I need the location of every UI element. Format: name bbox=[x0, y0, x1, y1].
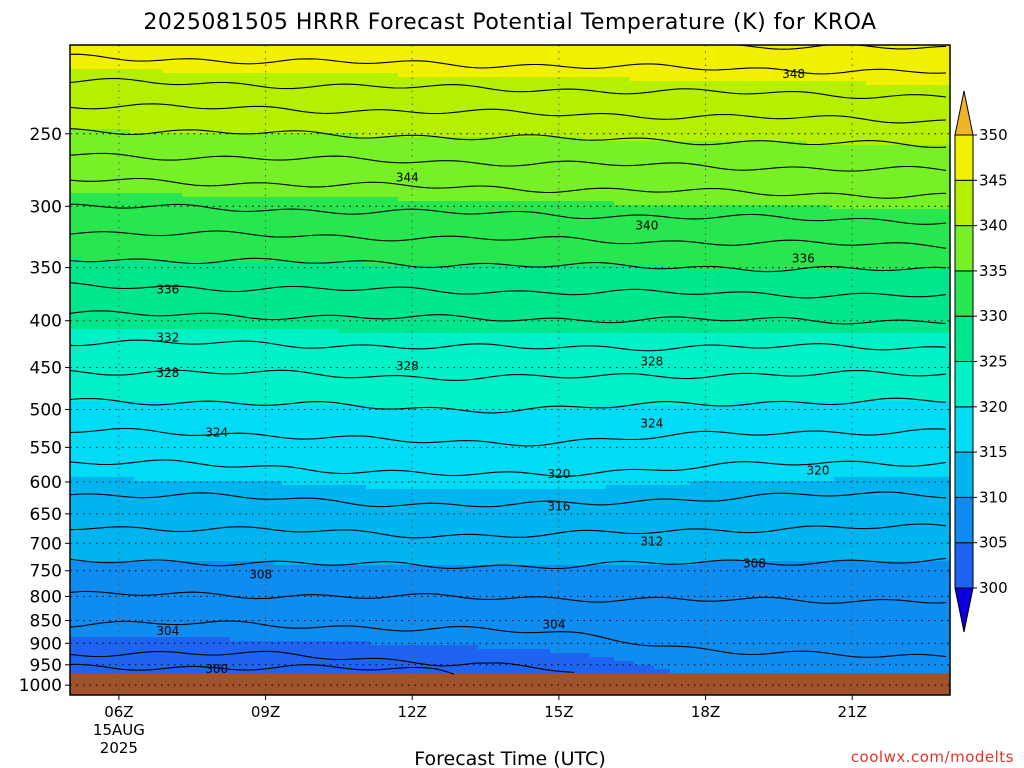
x-tick-label-09Z: 09Z bbox=[251, 703, 280, 721]
contour-label-348: 348 bbox=[782, 67, 805, 81]
y-tick-label-350: 350 bbox=[30, 259, 62, 279]
colorbar-label-310: 310 bbox=[979, 488, 1008, 506]
contour-label-312: 312 bbox=[640, 535, 663, 549]
colorbar-label-350: 350 bbox=[979, 126, 1008, 144]
colorbar-extend-top bbox=[955, 91, 973, 135]
y-axis: 2503003504004505005506006507007508008509… bbox=[19, 125, 70, 696]
contour-label-328: 328 bbox=[396, 359, 419, 373]
colorbar-label-335: 335 bbox=[979, 262, 1008, 280]
y-tick-label-600: 600 bbox=[30, 473, 62, 493]
y-tick-label-900: 900 bbox=[30, 634, 62, 654]
colorbar: 300 305 310 315 320 325 330 335 340 345 350 bbox=[955, 91, 1008, 632]
y-tick-label-650: 650 bbox=[30, 505, 62, 525]
colorbar-label-305: 305 bbox=[979, 534, 1008, 552]
y-tick-label-500: 500 bbox=[30, 400, 62, 420]
colorbar-segment bbox=[955, 452, 973, 497]
contour-label-340: 340 bbox=[635, 219, 658, 233]
colorbar-segment bbox=[955, 226, 973, 271]
y-tick-label-800: 800 bbox=[30, 587, 62, 607]
y-tick-label-550: 550 bbox=[30, 438, 62, 458]
colorbar-segment bbox=[955, 497, 973, 542]
y-tick-label-400: 400 bbox=[30, 312, 62, 332]
colorbar-segment bbox=[955, 180, 973, 225]
contour-label-316: 316 bbox=[547, 499, 570, 513]
contour-label-336: 336 bbox=[792, 251, 815, 265]
colorbar-label-340: 340 bbox=[979, 217, 1008, 235]
chart-title: 2025081505 HRRR Forecast Potential Tempe… bbox=[143, 10, 876, 35]
x-tick-sublabel: 2025 bbox=[100, 739, 138, 757]
y-tick-label-850: 850 bbox=[30, 612, 62, 632]
contour-label-336: 336 bbox=[156, 283, 179, 297]
colorbar-label-315: 315 bbox=[979, 443, 1008, 461]
contour-label-332: 332 bbox=[156, 330, 179, 344]
contour-label-328: 328 bbox=[156, 366, 179, 380]
colorbar-extend-bottom bbox=[955, 588, 973, 632]
colorbar-segment bbox=[955, 271, 973, 316]
x-tick-label-18Z: 18Z bbox=[691, 703, 720, 721]
colorbar-label-330: 330 bbox=[979, 307, 1008, 325]
watermark: coolwx.com/modelts bbox=[851, 748, 1014, 766]
colorbar-segment bbox=[955, 407, 973, 452]
contour-label-308: 308 bbox=[743, 556, 766, 570]
contour-label-320: 320 bbox=[547, 467, 570, 481]
contour-label-324: 324 bbox=[205, 426, 228, 440]
colorbar-segment bbox=[955, 362, 973, 407]
x-tick-label-12Z: 12Z bbox=[398, 703, 427, 721]
contour-label-320: 320 bbox=[807, 464, 830, 478]
y-tick-label-300: 300 bbox=[30, 197, 62, 217]
colorbar-label-300: 300 bbox=[979, 579, 1008, 597]
x-tick-label-06Z: 06Z bbox=[104, 703, 133, 721]
y-tick-label-1000: 1000 bbox=[19, 676, 62, 696]
contour-label-300: 300 bbox=[205, 662, 228, 676]
y-tick-label-250: 250 bbox=[30, 125, 62, 145]
x-tick-label-21Z: 21Z bbox=[838, 703, 867, 721]
y-tick-label-750: 750 bbox=[30, 562, 62, 582]
contour-label-308: 308 bbox=[249, 567, 272, 581]
colorbar-label-325: 325 bbox=[979, 353, 1008, 371]
x-tick-sublabel: 15AUG bbox=[93, 721, 145, 739]
y-tick-label-450: 450 bbox=[30, 359, 62, 379]
colorbar-segment bbox=[955, 543, 973, 588]
colorbar-label-345: 345 bbox=[979, 171, 1008, 189]
contour-label-344: 344 bbox=[396, 170, 419, 184]
contour-label-304: 304 bbox=[156, 624, 179, 638]
y-tick-label-950: 950 bbox=[30, 656, 62, 676]
x-axis-title: Forecast Time (UTC) bbox=[414, 748, 605, 768]
shaded-field bbox=[70, 45, 951, 698]
colorbar-label-320: 320 bbox=[979, 398, 1008, 416]
y-tick-label-700: 700 bbox=[30, 534, 62, 554]
colorbar-segment bbox=[955, 316, 973, 361]
colorbar-segment bbox=[955, 135, 973, 180]
contour-label-304: 304 bbox=[543, 618, 566, 632]
contour-label-328: 328 bbox=[640, 354, 663, 368]
x-tick-label-15Z: 15Z bbox=[544, 703, 573, 721]
contour-label-324: 324 bbox=[640, 417, 663, 431]
